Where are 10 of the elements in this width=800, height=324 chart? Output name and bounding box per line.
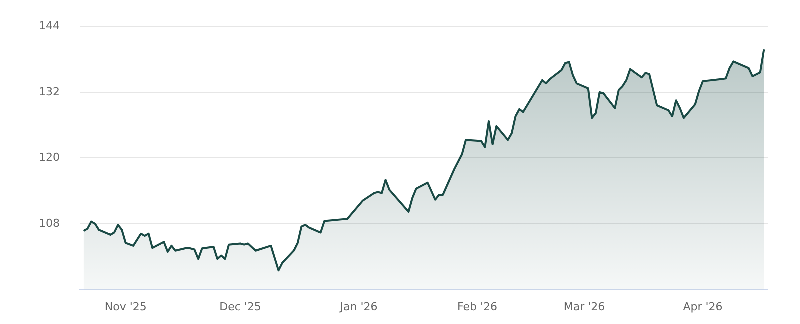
x-tick-label: Mar '26: [564, 300, 606, 314]
y-tick-label: 144: [39, 19, 60, 32]
x-tick-label: Jan '26: [339, 300, 378, 314]
y-tick-label: 108: [39, 216, 60, 230]
x-tick-label: Dec '25: [220, 300, 262, 314]
y-tick-label: 120: [39, 151, 60, 164]
x-tick-label: Nov '25: [104, 300, 147, 314]
x-tick-label: Feb '26: [458, 300, 498, 314]
y-tick-label: 132: [39, 85, 60, 98]
x-tick-label: Apr '26: [683, 300, 723, 314]
